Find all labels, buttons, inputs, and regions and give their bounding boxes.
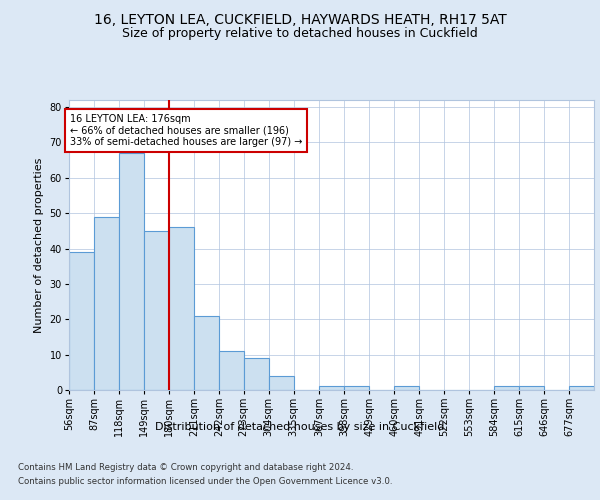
Bar [244, 358, 269, 390]
Bar [144, 231, 169, 390]
Bar [394, 386, 419, 390]
Text: 16, LEYTON LEA, CUCKFIELD, HAYWARDS HEATH, RH17 5AT: 16, LEYTON LEA, CUCKFIELD, HAYWARDS HEAT… [94, 12, 506, 26]
Bar [269, 376, 293, 390]
Bar [119, 153, 144, 390]
Text: Contains HM Land Registry data © Crown copyright and database right 2024.: Contains HM Land Registry data © Crown c… [18, 462, 353, 471]
Y-axis label: Number of detached properties: Number of detached properties [34, 158, 44, 332]
Text: Contains public sector information licensed under the Open Government Licence v3: Contains public sector information licen… [18, 478, 392, 486]
Bar [344, 386, 370, 390]
Bar [94, 216, 119, 390]
Bar [569, 386, 594, 390]
Bar [69, 252, 94, 390]
Bar [319, 386, 344, 390]
Text: Size of property relative to detached houses in Cuckfield: Size of property relative to detached ho… [122, 28, 478, 40]
Bar [494, 386, 519, 390]
Text: Distribution of detached houses by size in Cuckfield: Distribution of detached houses by size … [155, 422, 445, 432]
Bar [219, 351, 244, 390]
Bar [194, 316, 219, 390]
Text: 16 LEYTON LEA: 176sqm
← 66% of detached houses are smaller (196)
33% of semi-det: 16 LEYTON LEA: 176sqm ← 66% of detached … [70, 114, 302, 148]
Bar [169, 228, 194, 390]
Bar [519, 386, 544, 390]
